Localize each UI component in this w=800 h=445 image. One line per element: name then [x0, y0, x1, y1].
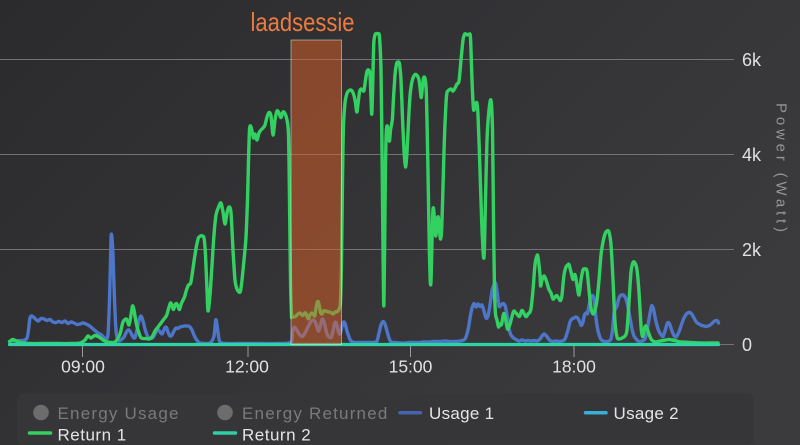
svg-text:Energy Usage: Energy Usage	[58, 404, 180, 423]
svg-text:Energy Returned: Energy Returned	[242, 404, 389, 423]
svg-text:Return 1: Return 1	[58, 425, 127, 444]
svg-text:Usage 2: Usage 2	[614, 404, 679, 423]
svg-text:09:00: 09:00	[61, 357, 105, 377]
svg-text:15:00: 15:00	[389, 357, 433, 377]
svg-text:18:00: 18:00	[552, 357, 596, 377]
svg-text:2k: 2k	[742, 240, 762, 260]
svg-text:Power (Watt): Power (Watt)	[773, 103, 790, 232]
svg-text:Return 2: Return 2	[242, 425, 311, 444]
svg-text:4k: 4k	[742, 145, 762, 165]
svg-text:0: 0	[742, 335, 752, 355]
svg-text:6k: 6k	[742, 50, 762, 70]
svg-text:Usage 1: Usage 1	[429, 404, 494, 423]
svg-text:laadsessie: laadsessie	[251, 7, 355, 37]
svg-text:12:00: 12:00	[225, 357, 269, 377]
